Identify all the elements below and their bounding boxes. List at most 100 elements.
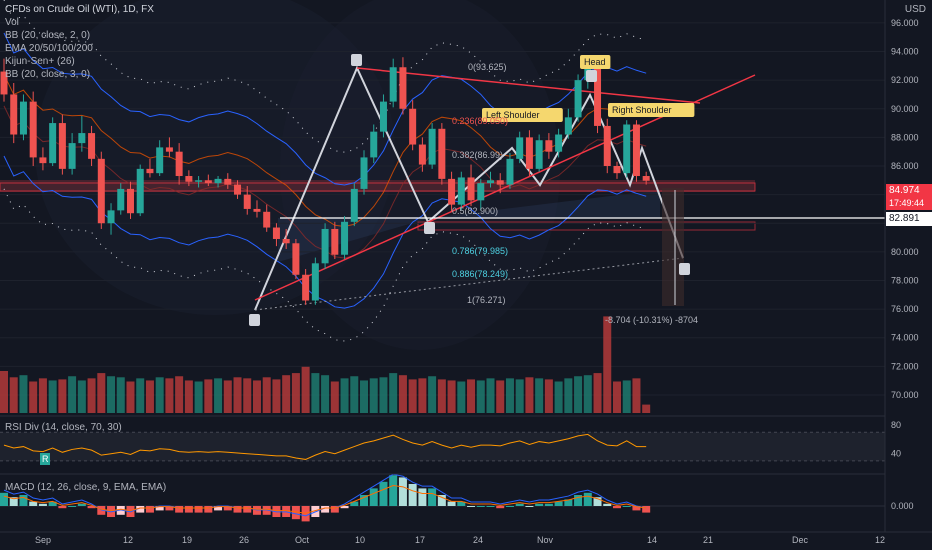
rsi-legend[interactable]: RSI Div (14, close, 70, 30) (5, 422, 122, 433)
pivot-marker-1 (351, 54, 362, 66)
target-text: -8.704 (-10.31%) -8704 (605, 315, 698, 325)
macd-hist-bar-7 (68, 506, 77, 507)
macd-hist-bar-65 (632, 506, 641, 511)
price-tick-5: 86.000 (891, 161, 919, 171)
volume-bar-59 (574, 376, 583, 413)
countdown-value: 17:49:44 (889, 198, 925, 208)
volume-bar-16 (155, 377, 164, 413)
legend-vol[interactable]: Vol (5, 17, 19, 28)
candle-body-57 (555, 134, 563, 152)
line-price-value: 82.891 (889, 213, 920, 224)
volume-bar-7 (68, 376, 77, 413)
volume-bar-28 (272, 379, 281, 413)
left-shoulder-annotation-bg (482, 108, 563, 122)
volume-bar-54 (525, 377, 534, 413)
candle-body-27 (263, 211, 271, 228)
target-projection-box (662, 188, 684, 306)
fib-label-0: 0(93.625) (468, 62, 507, 72)
macd-hist-bar-14 (136, 506, 145, 513)
candle-body-40 (389, 67, 397, 102)
legend-ema[interactable]: EMA 20/50/100/200 (5, 43, 93, 54)
right-shoulder-annotation-bg (608, 103, 695, 117)
macd-hist-bar-64 (622, 506, 631, 507)
time-tick-7: 24 (473, 535, 483, 545)
fib-base-line (254, 257, 684, 311)
volume-bar-25 (243, 378, 252, 413)
macd-hist-bar-4 (38, 503, 47, 506)
macd-hist-bar-15 (145, 506, 154, 513)
macd-legend[interactable]: MACD (12, 26, close, 9, EMA, EMA) (5, 482, 167, 493)
resistance-zone-outline (0, 182, 756, 192)
volume-bar-2 (19, 375, 28, 413)
macd-hist-bar-33 (321, 506, 330, 513)
volume-bar-8 (77, 380, 86, 413)
candle-body-5 (49, 123, 57, 164)
macd-hist-bar-44 (428, 488, 437, 506)
volume-bar-46 (447, 380, 456, 413)
candle-body-21 (204, 180, 212, 184)
price-tick-13: 70.000 (891, 390, 919, 400)
volume-bar-27 (262, 377, 271, 413)
legend-bb1[interactable]: BB (20, close, 2, 0) (5, 30, 91, 41)
volume-bar-45 (437, 379, 446, 413)
volume-bar-61 (593, 373, 602, 413)
time-tick-5: 10 (355, 535, 365, 545)
volume-bar-6 (58, 379, 67, 413)
volume-bar-4 (38, 378, 47, 413)
volume-bar-63 (612, 381, 621, 413)
macd-hist-bar-50 (486, 506, 495, 507)
candle-body-10 (97, 158, 105, 224)
macd-hist-bar-3 (29, 501, 38, 506)
macd-hist-bar-58 (564, 499, 573, 506)
upper-trend-line (356, 67, 701, 104)
currency-label: USD (904, 4, 926, 15)
volume-bar-35 (340, 378, 349, 413)
macd-hist-bar-16 (155, 506, 164, 511)
macd-hist-bar-56 (544, 503, 553, 506)
candle-body-18 (175, 151, 183, 177)
candle-body-66 (642, 176, 650, 181)
current-price-tag: 84.974 (886, 184, 932, 198)
candle-body-34 (331, 228, 339, 255)
macd-hist-bar-21 (204, 506, 213, 513)
candle-body-53 (516, 137, 524, 159)
volume-bar-29 (282, 375, 291, 413)
legend-bb2[interactable]: BB (20, close, 3, 0) (5, 69, 91, 80)
rsi-marker-text: R (42, 454, 49, 464)
time-tick-0: Sep (35, 535, 51, 545)
candle-body-35 (341, 221, 349, 255)
legend-kijun[interactable]: Kijun-Sen+ (26) (5, 56, 75, 67)
symbol-title[interactable]: CFDs on Crude Oil (WTI), 1D, FX (5, 4, 154, 15)
candle-body-4 (39, 157, 47, 164)
candle-body-24 (234, 184, 242, 195)
bb3-lower-dots (3, 188, 647, 342)
volume-bar-49 (476, 380, 485, 413)
macd-hist-bar-8 (77, 503, 86, 506)
candle-body-48 (467, 177, 475, 201)
candle-body-22 (214, 178, 222, 184)
volume-bar-11 (107, 376, 116, 413)
macd-hist-bar-20 (194, 506, 203, 513)
macd-hist-bar-0 (0, 492, 8, 506)
candle-body-63 (613, 166, 621, 174)
macd-hist-bar-62 (603, 503, 612, 506)
volume-bar-12 (116, 377, 125, 413)
volume-bars (0, 316, 651, 413)
macd-hist-bar-35 (340, 506, 349, 509)
head-annotation: Head (580, 55, 611, 69)
candle-body-46 (448, 178, 456, 205)
background-overlays (0, 0, 756, 315)
bg-ellipse-left (35, 0, 395, 315)
candle-body-37 (360, 157, 368, 189)
candle-body-56 (545, 140, 553, 152)
macd-hist-bar-63 (612, 506, 621, 509)
candle-body-3 (29, 101, 37, 158)
macd-hist-bar-38 (369, 488, 378, 506)
candle-body-17 (165, 147, 173, 152)
candle-body-12 (117, 188, 125, 211)
time-tick-3: 26 (239, 535, 249, 545)
candle-body-33 (321, 228, 329, 264)
macd-hist-bar-30 (291, 506, 300, 520)
macd-hist-bar-43 (418, 488, 427, 506)
